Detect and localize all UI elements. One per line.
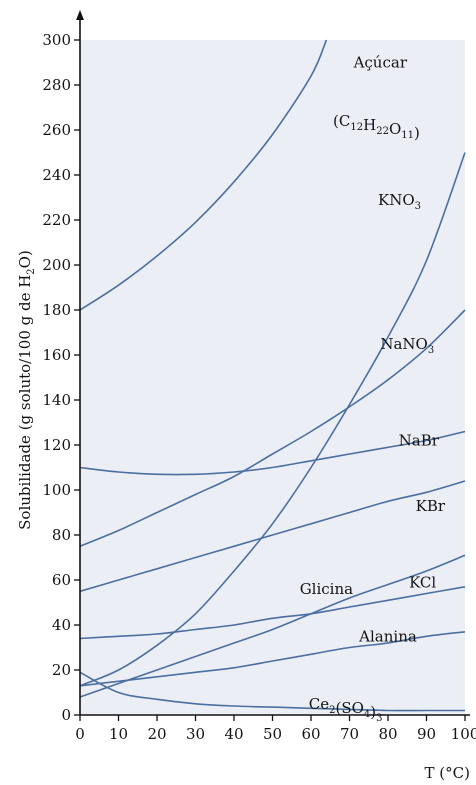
- series-lines: [79, 39, 466, 712]
- y-tick-label-40: 40: [52, 616, 71, 634]
- series-label-2: KNO3: [378, 191, 421, 212]
- y-tick-label-120: 120: [42, 436, 71, 454]
- y-tick-label-240: 240: [42, 166, 71, 184]
- y-axis-title: Solubilidade (g soluto/100 g de H2O): [16, 250, 37, 530]
- series-label-0: Açúcar: [353, 54, 408, 72]
- series-label-1: (C12H22O11): [333, 112, 420, 142]
- y-tick-label-280: 280: [42, 76, 71, 94]
- y-axis-arrow: [76, 10, 84, 20]
- x-axis-title: T (°C): [425, 764, 470, 782]
- series-label-9: Ce2(SO4)3: [309, 695, 383, 724]
- y-tick-label-300: 300: [42, 31, 71, 49]
- x-tick-label-0: 0: [75, 725, 85, 743]
- y-tick-label-220: 220: [42, 211, 71, 229]
- series-line-1: [79, 152, 466, 687]
- x-tick-label-30: 30: [186, 725, 205, 743]
- series-line-5: [79, 554, 466, 698]
- series-line-3: [79, 430, 466, 476]
- y-tick-label-80: 80: [52, 526, 71, 544]
- x-tick-label-70: 70: [340, 725, 359, 743]
- series-labels: Açúcar (C12H22O11) KNO3 NaNO3 NaBr KBr Glicina…: [300, 54, 446, 724]
- series-line-4: [79, 480, 466, 593]
- y-tick-label-20: 20: [52, 661, 71, 679]
- x-tick-label-60: 60: [301, 725, 320, 743]
- series-label-4: NaBr: [399, 432, 440, 450]
- plot-area: [80, 40, 465, 715]
- x-tick-label-90: 90: [417, 725, 436, 743]
- axes: [74, 10, 470, 721]
- x-tick-label-50: 50: [263, 725, 282, 743]
- series-line-7: [79, 631, 466, 687]
- x-tick-label-10: 10: [109, 725, 128, 743]
- x-tick-label-20: 20: [147, 725, 166, 743]
- x-tick-label-80: 80: [378, 725, 397, 743]
- series-line-0: [79, 39, 328, 311]
- x-tick-label-40: 40: [224, 725, 243, 743]
- series-label-8: Alanina: [358, 627, 417, 645]
- y-tick-label-200: 200: [42, 256, 71, 274]
- tick-labels: 0204060801001201401601802002202402602803…: [42, 31, 476, 743]
- y-tick-label-180: 180: [42, 301, 71, 319]
- series-label-6: Glicina: [300, 580, 353, 598]
- y-tick-label-0: 0: [61, 706, 71, 724]
- series-label-3: NaNO3: [380, 335, 434, 356]
- y-tick-label-160: 160: [42, 346, 71, 364]
- y-tick-label-60: 60: [52, 571, 71, 589]
- series-label-7: KCl: [409, 573, 436, 591]
- series-label-5: KBr: [416, 497, 446, 515]
- y-tick-label-260: 260: [42, 121, 71, 139]
- y-tick-label-100: 100: [42, 481, 71, 499]
- series-line-8: [79, 671, 465, 712]
- series-line-6: [79, 586, 466, 640]
- series-line-2: [79, 309, 466, 548]
- x-tick-label-100: 100: [451, 725, 476, 743]
- y-tick-label-140: 140: [42, 391, 71, 409]
